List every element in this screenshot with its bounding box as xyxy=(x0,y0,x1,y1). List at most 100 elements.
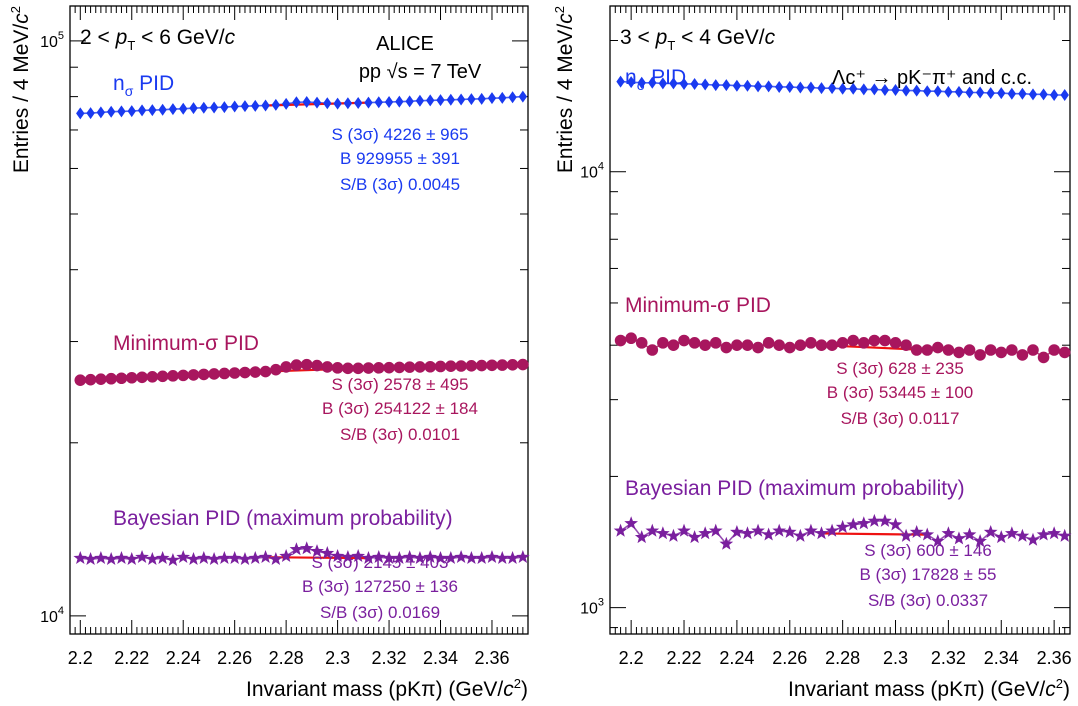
right-circle-marker xyxy=(1016,349,1029,361)
right-diamond-marker xyxy=(616,75,625,88)
left-star-marker xyxy=(495,550,510,564)
right-diamond-marker xyxy=(1007,87,1017,100)
right-circle-marker xyxy=(657,337,669,349)
right-diamond-marker xyxy=(785,80,794,93)
right-diamond-marker xyxy=(648,76,657,89)
right-star-marker xyxy=(973,534,987,548)
left-star-marker xyxy=(402,549,417,563)
left-diamond-marker xyxy=(384,95,394,108)
right-diamond-marker xyxy=(933,85,943,98)
left-star-marker xyxy=(104,551,119,565)
right-circle-marker xyxy=(731,339,743,351)
left-circle-marker xyxy=(414,361,426,373)
right-plot-frame xyxy=(609,5,1071,635)
right-circle-marker xyxy=(646,344,659,356)
right-circle-marker xyxy=(709,337,722,349)
right-diamond-marker xyxy=(679,77,689,90)
left-star-marker xyxy=(73,550,88,564)
right-circle-marker xyxy=(1037,351,1050,364)
left-panel: 2.2 2.22 2.24 2.26 2.28 2.3 2.32 2.34 2.36 105 104… xyxy=(8,5,530,701)
right-diamond-marker xyxy=(880,83,890,96)
left-diamond-marker xyxy=(240,100,250,113)
right-stats-line: S/B (3σ) 0.0337 xyxy=(868,591,988,610)
left-axis-ticks xyxy=(69,6,529,634)
right-star-marker xyxy=(994,530,1009,544)
right-circle-marker xyxy=(635,337,648,349)
right-diamond-marker xyxy=(1018,87,1027,100)
right-diamond-marker xyxy=(774,80,784,93)
left-star-marker xyxy=(505,550,520,564)
right-diamond-marker xyxy=(859,83,868,96)
right-star-marker xyxy=(909,524,924,538)
right-diamond-marker xyxy=(827,82,837,95)
right-star-marker xyxy=(624,516,638,530)
right-diamond-marker xyxy=(965,86,974,99)
right-diamond-marker xyxy=(975,86,985,99)
left-circle-marker xyxy=(259,365,272,378)
right-circle-marker xyxy=(1058,346,1071,359)
left-circle-marker xyxy=(342,362,354,375)
left-star-marker xyxy=(289,542,304,556)
right-star-marker xyxy=(1047,526,1061,540)
left-star-marker xyxy=(516,549,530,563)
left-circle-marker xyxy=(455,360,467,372)
right-star-marker xyxy=(962,527,977,541)
right-circle-marker xyxy=(974,349,986,361)
right-star-marker xyxy=(761,527,776,541)
left-circle-marker xyxy=(434,360,447,373)
right-diamond-marker xyxy=(1060,88,1069,101)
left-circle-marker xyxy=(84,373,97,386)
right-circle-marker xyxy=(741,339,754,351)
left-star-marker xyxy=(145,551,160,565)
left-circle-marker xyxy=(95,373,107,386)
right-x-tick-label: 2.24 xyxy=(719,648,754,668)
right-circle-marker xyxy=(953,346,965,359)
left-x-tick-label: 2.26 xyxy=(217,648,252,668)
left-diamond-marker xyxy=(302,95,311,108)
left-stats-line: S/B (3σ) 0.0045 xyxy=(340,175,460,194)
right-circle-marker xyxy=(889,337,902,349)
right-star-marker xyxy=(698,526,713,540)
right-pt-range-label: 3 < pT < 4 GeV/c xyxy=(620,26,776,53)
right-star-marker xyxy=(751,523,765,537)
right-y-tick-label: 104 xyxy=(580,161,604,182)
left-circle-marker xyxy=(486,359,498,372)
right-diamond-marker xyxy=(986,87,995,100)
left-star-marker xyxy=(454,549,468,563)
right-star-marker xyxy=(666,528,681,542)
right-circle-marker xyxy=(868,334,881,347)
left-star-marker xyxy=(258,549,273,563)
left-series-label: Bayesian PID (maximum probability) xyxy=(113,507,453,530)
right-diamond-marker xyxy=(626,76,636,89)
right-circle-marker xyxy=(688,337,701,349)
right-star-marker xyxy=(1026,532,1040,546)
left-circle-marker xyxy=(125,371,138,384)
left-star-marker xyxy=(124,551,139,565)
right-axis-ticks xyxy=(609,6,1071,634)
left-star-marker xyxy=(269,551,283,565)
right-star-marker xyxy=(899,528,913,542)
right-star-marker xyxy=(793,528,808,542)
left-circle-marker xyxy=(321,361,334,373)
right-markers xyxy=(613,75,1072,550)
right-x-tick-label: 2.32 xyxy=(931,648,966,668)
left-diamond-marker xyxy=(343,97,353,110)
left-diamond-marker xyxy=(467,93,476,106)
left-stats-line: S/B (3σ) 0.0169 xyxy=(320,603,440,622)
left-circle-marker xyxy=(280,361,292,373)
right-circle-marker xyxy=(900,339,912,351)
left-star-marker xyxy=(433,550,448,564)
right-circle-marker xyxy=(847,334,860,347)
left-diamond-marker xyxy=(230,100,239,113)
right-star-marker xyxy=(782,524,797,538)
left-stats-line: S (3σ) 2145 ± 403 xyxy=(311,553,448,572)
left-circle-marker xyxy=(156,370,169,383)
right-star-marker xyxy=(708,523,723,537)
right-x-tick-label: 2.26 xyxy=(772,648,807,668)
left-stats-line: S (3σ) 4226 ± 965 xyxy=(331,125,468,144)
left-star-marker xyxy=(196,550,211,564)
left-circle-marker xyxy=(249,366,262,378)
left-star-marker xyxy=(485,549,499,563)
left-diamond-marker xyxy=(179,102,188,115)
left-circle-marker xyxy=(393,361,406,374)
